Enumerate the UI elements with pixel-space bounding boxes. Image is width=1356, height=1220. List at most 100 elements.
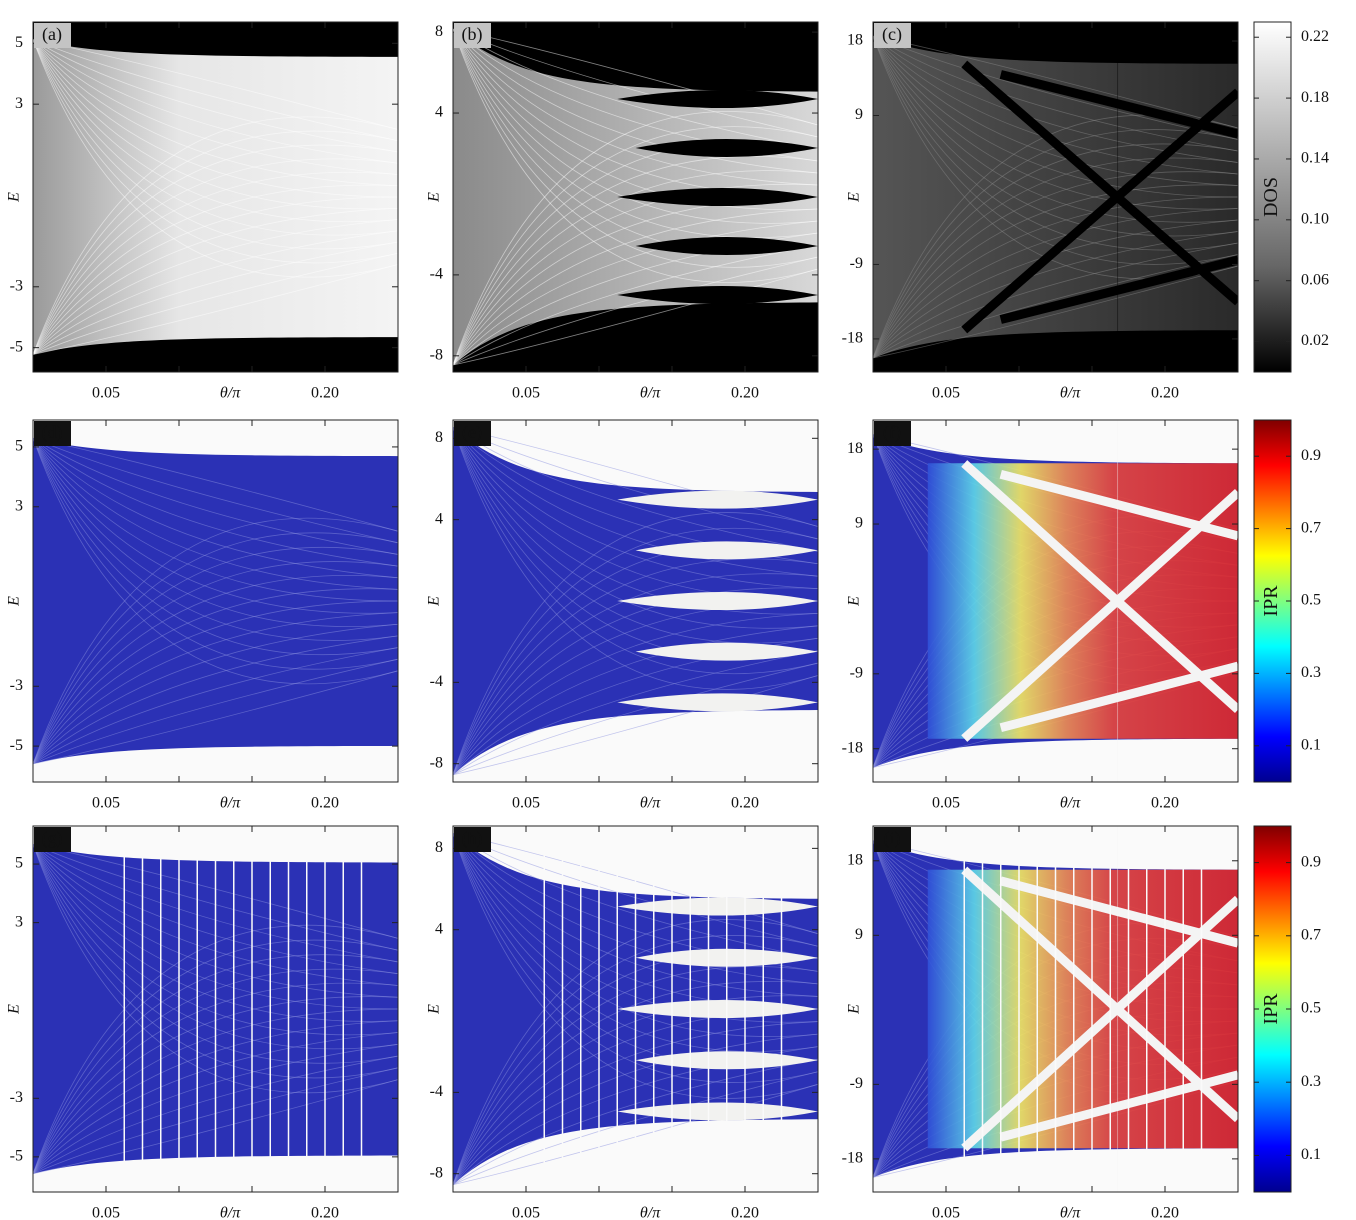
y-tick-label: -8 (430, 346, 443, 363)
y-tick-label: 3 (15, 913, 23, 930)
y-axis-label: E (6, 192, 23, 203)
y-axis-label: E (6, 596, 23, 607)
spectrum (33, 438, 398, 764)
panel-label: (e) (462, 422, 482, 443)
x-tick-label: 0.05 (512, 385, 540, 402)
y-tick-label: 3 (15, 497, 23, 514)
x-axis-label: θ/π (640, 385, 661, 402)
y-tick-label: 9 (855, 515, 863, 532)
colorbar-tick-label: 0.5 (1301, 1000, 1321, 1017)
x-axis-label: θ/π (1060, 795, 1081, 812)
y-tick-label: 8 (435, 839, 443, 856)
colorbar-tick-label: 0.7 (1301, 519, 1321, 536)
y-tick-label: 9 (855, 106, 863, 123)
y-tick-label: 5 (15, 438, 23, 455)
x-tick-label: 0.20 (311, 1205, 339, 1220)
y-tick-label: 4 (435, 920, 443, 937)
y-tick-label: -3 (10, 677, 23, 694)
colorbar-tick-label: 0.22 (1301, 28, 1329, 45)
y-tick-label: -9 (850, 1075, 863, 1092)
y-tick-label: -4 (430, 1083, 443, 1100)
y-axis-label: E (6, 1004, 23, 1015)
x-axis-label: θ/π (640, 795, 661, 812)
y-tick-label: -18 (842, 330, 863, 347)
y-tick-label: 4 (435, 510, 443, 527)
colorbar-tick-label: 0.1 (1301, 1146, 1321, 1163)
y-tick-label: 18 (847, 440, 863, 457)
x-tick-label: 0.05 (932, 385, 960, 402)
y-tick-label: 9 (855, 926, 863, 943)
figure: 0.05 0.20 θ/π -5 -3 3 5 E (a) 0.05 0.20 θ/π -8 -4 4 8 E (… (0, 0, 1356, 1220)
x-tick-label: 0.20 (1151, 1205, 1179, 1220)
panel-label: (f) (883, 422, 901, 443)
y-tick-label: 18 (847, 32, 863, 49)
y-tick-label: -5 (10, 1148, 23, 1165)
y-tick-label: 8 (435, 23, 443, 40)
panel-label: (h) (462, 828, 483, 849)
x-tick-label: 0.05 (92, 385, 120, 402)
x-axis-label: θ/π (220, 385, 241, 402)
heatmap (33, 826, 398, 1192)
x-tick-label: 0.05 (932, 795, 960, 812)
spectrum (33, 40, 398, 355)
colorbar-label: IPR (1260, 993, 1282, 1025)
x-tick-label: 0.05 (92, 1205, 120, 1220)
colorbar-tick-label: 0.3 (1301, 664, 1321, 681)
y-tick-label: -9 (850, 664, 863, 681)
y-tick-label: -4 (430, 673, 443, 690)
y-axis-label: E (846, 1004, 863, 1015)
y-tick-label: 8 (435, 429, 443, 446)
heatmap (453, 22, 818, 372)
x-tick-label: 0.20 (731, 795, 759, 812)
x-tick-label: 0.20 (311, 385, 339, 402)
y-tick-label: -8 (430, 754, 443, 771)
ipr-region (928, 463, 1238, 739)
y-tick-label: -18 (842, 739, 863, 756)
x-axis-label: θ/π (640, 1205, 661, 1220)
x-tick-label: 0.20 (731, 1205, 759, 1220)
colorbar-label: IPR (1260, 585, 1282, 617)
y-tick-label: -5 (10, 338, 23, 355)
heatmap (453, 420, 818, 782)
heatmap (873, 826, 1238, 1192)
colorbar-tick-label: 0.06 (1301, 271, 1329, 288)
heatmap (33, 420, 398, 782)
x-tick-label: 0.05 (512, 1205, 540, 1220)
x-tick-label: 0.20 (731, 385, 759, 402)
panel-label: (b) (462, 24, 483, 45)
colorbar-tick-label: 0.10 (1301, 210, 1329, 227)
y-tick-label: -8 (430, 1164, 443, 1181)
colorbar-label: DOS (1260, 177, 1282, 217)
y-tick-label: -3 (10, 277, 23, 294)
colorbar-tick-label: 0.18 (1301, 89, 1329, 106)
y-axis-label: E (846, 596, 863, 607)
heatmap (33, 22, 398, 372)
panel-label: (g) (42, 828, 63, 849)
y-tick-label: 18 (847, 851, 863, 868)
panel-label: (i) (884, 828, 901, 849)
y-tick-label: -3 (10, 1089, 23, 1106)
panel-label: (d) (42, 422, 63, 443)
x-tick-label: 0.20 (1151, 385, 1179, 402)
panel-label: (a) (42, 24, 62, 45)
heatmap (873, 420, 1238, 782)
x-tick-label: 0.05 (512, 795, 540, 812)
colorbar-tick-label: 0.9 (1301, 853, 1321, 870)
y-tick-label: -4 (430, 266, 443, 283)
colorbar-tick-label: 0.3 (1301, 1073, 1321, 1090)
x-axis-label: θ/π (1060, 385, 1081, 402)
x-axis-label: θ/π (1060, 1205, 1081, 1220)
y-axis-label: E (846, 192, 863, 203)
y-axis-label: E (426, 1004, 443, 1015)
colorbar-tick-label: 0.14 (1301, 150, 1329, 167)
x-tick-label: 0.05 (932, 1205, 960, 1220)
x-tick-label: 0.20 (311, 795, 339, 812)
y-tick-label: -5 (10, 737, 23, 754)
y-tick-label: 3 (15, 95, 23, 112)
colorbar-tick-label: 0.9 (1301, 447, 1321, 464)
x-tick-label: 0.05 (92, 795, 120, 812)
x-tick-label: 0.20 (1151, 795, 1179, 812)
colorbar-tick-label: 0.1 (1301, 736, 1321, 753)
x-axis-label: θ/π (220, 1205, 241, 1220)
y-axis-label: E (426, 596, 443, 607)
